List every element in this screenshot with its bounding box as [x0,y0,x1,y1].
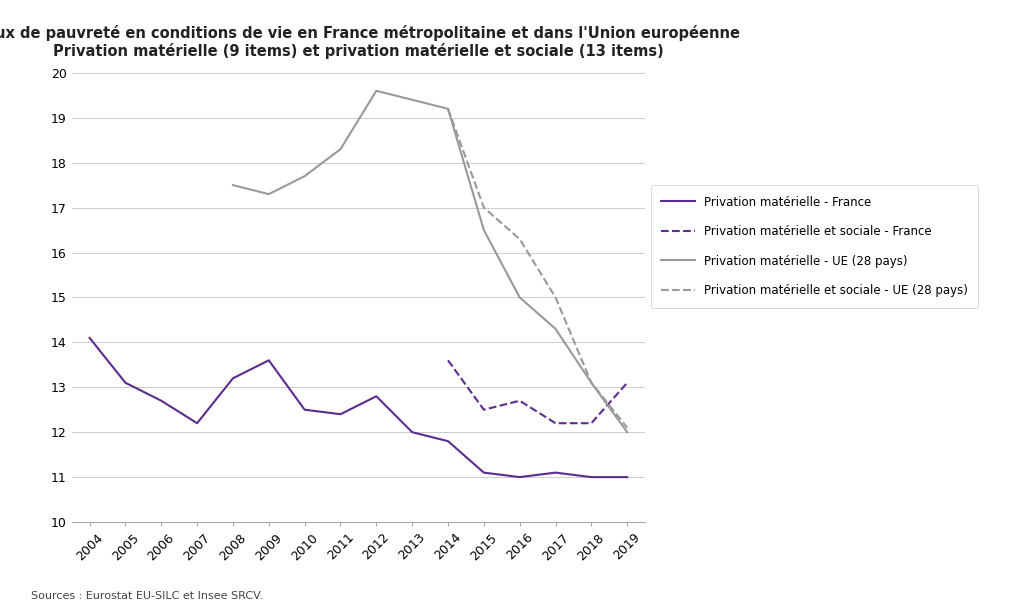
Title: Taux de pauvreté en conditions de vie en France métropolitaine et dans l'Union e: Taux de pauvreté en conditions de vie en… [0,24,740,59]
Privation matérielle - France [83,334,95,342]
Privation matérielle et sociale - UE (28 pays) [513,236,525,243]
Privation matérielle et sociale - France [442,357,455,364]
Privation matérielle et sociale - UE (28 pays) [621,424,633,432]
Privation matérielle et sociale - UE (28 pays) [442,105,455,112]
Privation matérielle - France [586,473,598,481]
Privation matérielle - France [226,375,239,382]
Line: Privation matérielle - France: Privation matérielle - France [89,338,627,477]
Privation matérielle - France [407,429,419,436]
Privation matérielle et sociale - France [586,419,598,427]
Privation matérielle et sociale - UE (28 pays) [477,204,489,211]
Privation matérielle - France [477,469,489,476]
Privation matérielle - France [155,397,167,404]
Privation matérielle - France [190,419,203,427]
Privation matérielle - France [334,410,346,418]
Privation matérielle - UE (28 pays) [442,105,455,112]
Privation matérielle - France [442,438,455,445]
Line: Privation matérielle et sociale - UE (28 pays): Privation matérielle et sociale - UE (28… [449,109,627,428]
Privation matérielle et sociale - France [477,406,489,413]
Privation matérielle - UE (28 pays) [407,96,419,103]
Privation matérielle - UE (28 pays) [586,379,598,387]
Privation matérielle - UE (28 pays) [550,325,562,333]
Privation matérielle - UE (28 pays) [334,146,346,153]
Privation matérielle et sociale - France [621,379,633,387]
Privation matérielle - UE (28 pays) [513,294,525,301]
Privation matérielle - France [370,393,382,400]
Privation matérielle et sociale - UE (28 pays) [550,294,562,301]
Privation matérielle - UE (28 pays) [263,191,275,198]
Line: Privation matérielle et sociale - France: Privation matérielle et sociale - France [449,361,627,423]
Privation matérielle - UE (28 pays) [298,172,310,180]
Legend: Privation matérielle - France, Privation matérielle et sociale - France, Privati: Privation matérielle - France, Privation… [651,185,979,308]
Privation matérielle et sociale - France [550,419,562,427]
Privation matérielle - UE (28 pays) [370,87,382,95]
Privation matérielle - France [263,357,275,364]
Text: Sources : Eurostat EU-SILC et Insee SRCV.: Sources : Eurostat EU-SILC et Insee SRCV… [31,591,263,601]
Privation matérielle - France [120,379,132,387]
Privation matérielle - France [298,406,310,413]
Privation matérielle et sociale - France [513,397,525,404]
Privation matérielle - France [621,473,633,481]
Privation matérielle - UE (28 pays) [477,226,489,234]
Privation matérielle - France [513,473,525,481]
Privation matérielle et sociale - UE (28 pays) [586,379,598,387]
Privation matérielle - UE (28 pays) [621,429,633,436]
Line: Privation matérielle - UE (28 pays): Privation matérielle - UE (28 pays) [232,91,627,432]
Privation matérielle - UE (28 pays) [226,181,239,189]
Privation matérielle - France [550,469,562,476]
